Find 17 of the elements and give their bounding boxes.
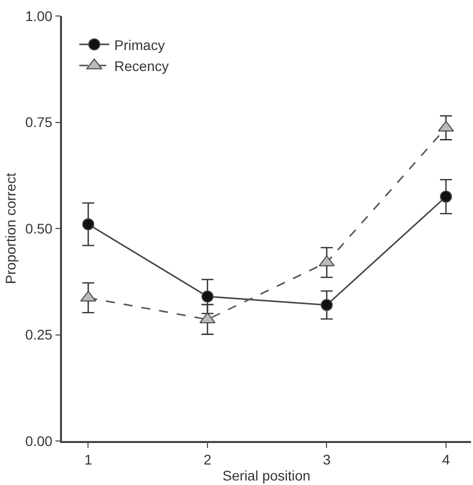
y-tick-label: 0.25 xyxy=(25,326,53,343)
x-tick-label: 2 xyxy=(204,452,212,468)
y-tick-label: 1.00 xyxy=(25,8,53,24)
point xyxy=(320,299,333,311)
x-axis-title: Serial position xyxy=(222,467,310,484)
x-tick-label: 4 xyxy=(442,452,450,468)
x-tick-label: 1 xyxy=(84,452,92,468)
x-tick-label: 3 xyxy=(322,452,331,468)
y-tick-label: 0.50 xyxy=(25,220,53,236)
point xyxy=(82,218,94,230)
legend-label: Primacy xyxy=(114,36,165,53)
y-tick-label: 0.75 xyxy=(25,114,53,130)
y-axis-title: Proportion correct xyxy=(2,172,18,284)
y-tick-label: 0.00 xyxy=(25,432,53,449)
point xyxy=(440,190,452,203)
legend-label: Recency xyxy=(114,58,169,74)
point xyxy=(201,290,214,302)
